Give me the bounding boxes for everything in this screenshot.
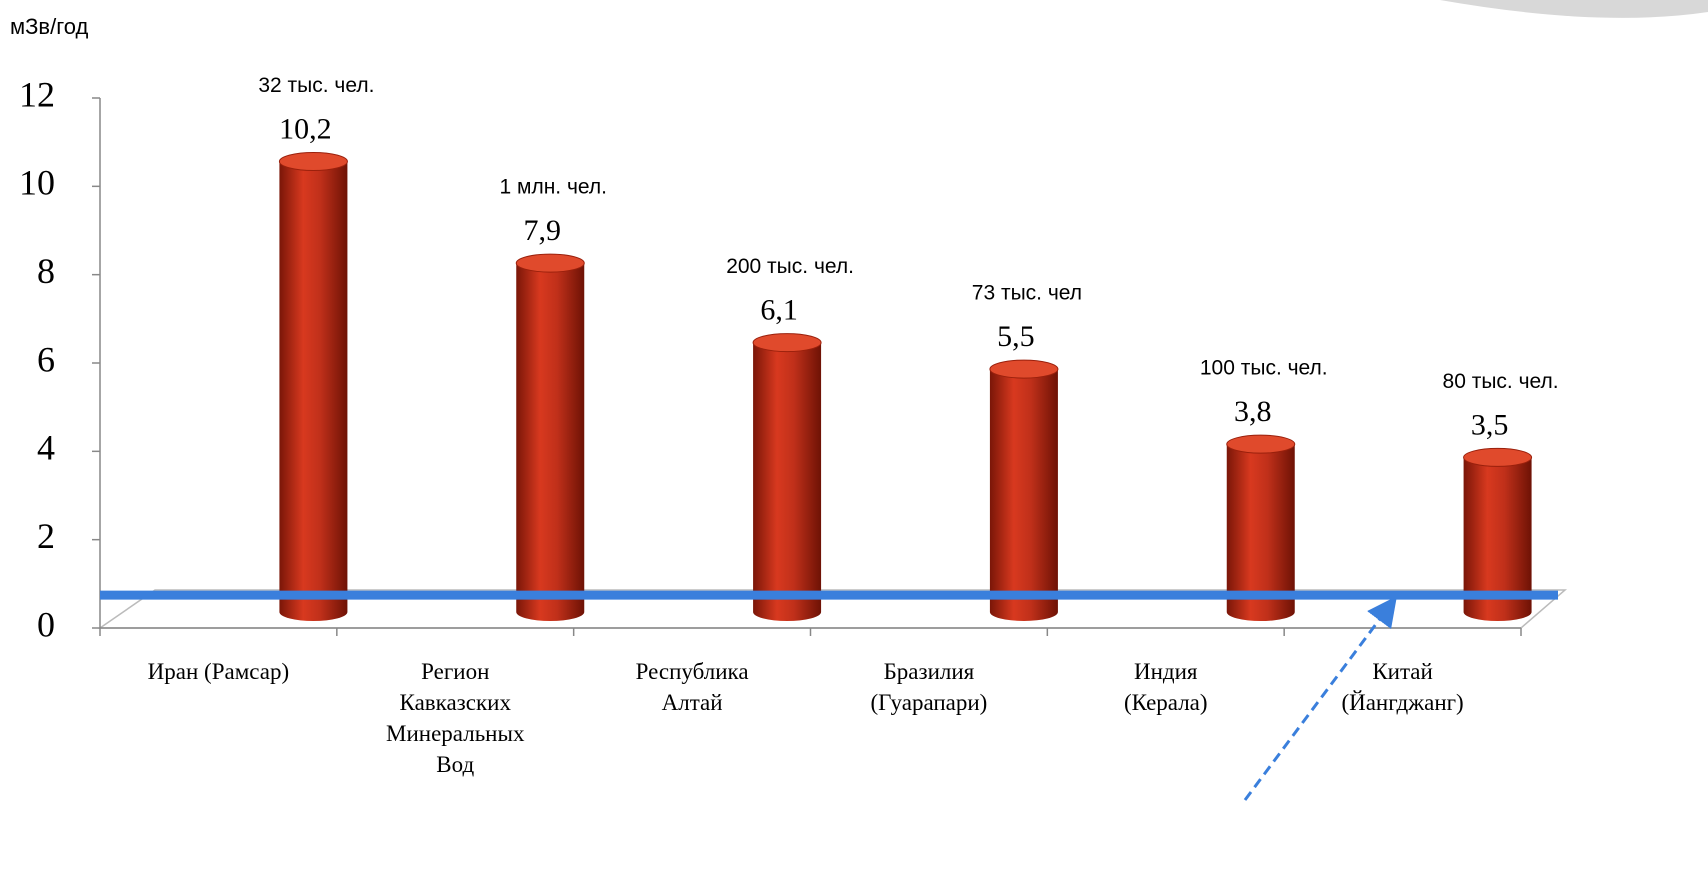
- annotation: 1 млн. чел.: [500, 176, 607, 199]
- annotation: 32 тыс. чел.: [258, 74, 374, 97]
- value-label: 7,9: [524, 214, 562, 247]
- value-label: 10,2: [279, 112, 332, 145]
- bar-top: [1226, 434, 1296, 454]
- y-tick-label: 0: [37, 604, 55, 644]
- bar: [515, 253, 585, 621]
- bar-body: [989, 369, 1058, 621]
- y-tick-label: 2: [37, 516, 55, 556]
- bar-top: [278, 152, 348, 171]
- bar: [1226, 434, 1296, 621]
- x-tick-label: Иран (Рамсар): [147, 659, 290, 684]
- x-tick-label: Индия (Керала): [1123, 659, 1208, 715]
- y-axis-label: мЗв/год: [10, 14, 89, 39]
- bar-body: [1226, 444, 1295, 621]
- bar: [752, 333, 822, 621]
- annotation: 100 тыс. чел.: [1200, 357, 1328, 380]
- y-tick-label: 10: [19, 163, 55, 203]
- bar: [278, 152, 348, 621]
- annotation: 200 тыс. чел.: [726, 255, 854, 278]
- y-tick-label: 4: [37, 428, 55, 468]
- bar: [1463, 447, 1533, 621]
- bar-body: [753, 342, 822, 621]
- bar-top: [752, 333, 822, 353]
- value-label: 6,1: [760, 293, 798, 326]
- annotation: 80 тыс. чел.: [1443, 370, 1559, 393]
- value-label: 3,5: [1471, 408, 1509, 441]
- x-tick-label: Китай (Йангджанг): [1341, 659, 1464, 715]
- x-tick-label: Регион Кавказских Минеральных Вод: [386, 659, 525, 777]
- arrow: [1243, 595, 1397, 801]
- bar-body: [516, 263, 585, 621]
- bar-body: [1463, 457, 1532, 621]
- x-tick-label: Бразилия (Гуарапари): [870, 659, 988, 715]
- bar-top: [515, 253, 585, 273]
- value-label: 3,8: [1234, 395, 1272, 428]
- y-tick-label: 12: [19, 74, 55, 114]
- bar-body: [279, 161, 348, 621]
- y-tick-label: 8: [37, 251, 55, 291]
- bar: [989, 359, 1059, 621]
- annotation: 73 тыс. чел: [972, 282, 1082, 305]
- corner-decoration: [1440, 0, 1708, 18]
- x-tick-label: Республика Алтай: [635, 659, 749, 715]
- bar-top: [1463, 447, 1533, 467]
- bar-top: [989, 359, 1059, 379]
- value-label: 5,5: [997, 320, 1035, 353]
- y-tick-label: 6: [37, 339, 55, 379]
